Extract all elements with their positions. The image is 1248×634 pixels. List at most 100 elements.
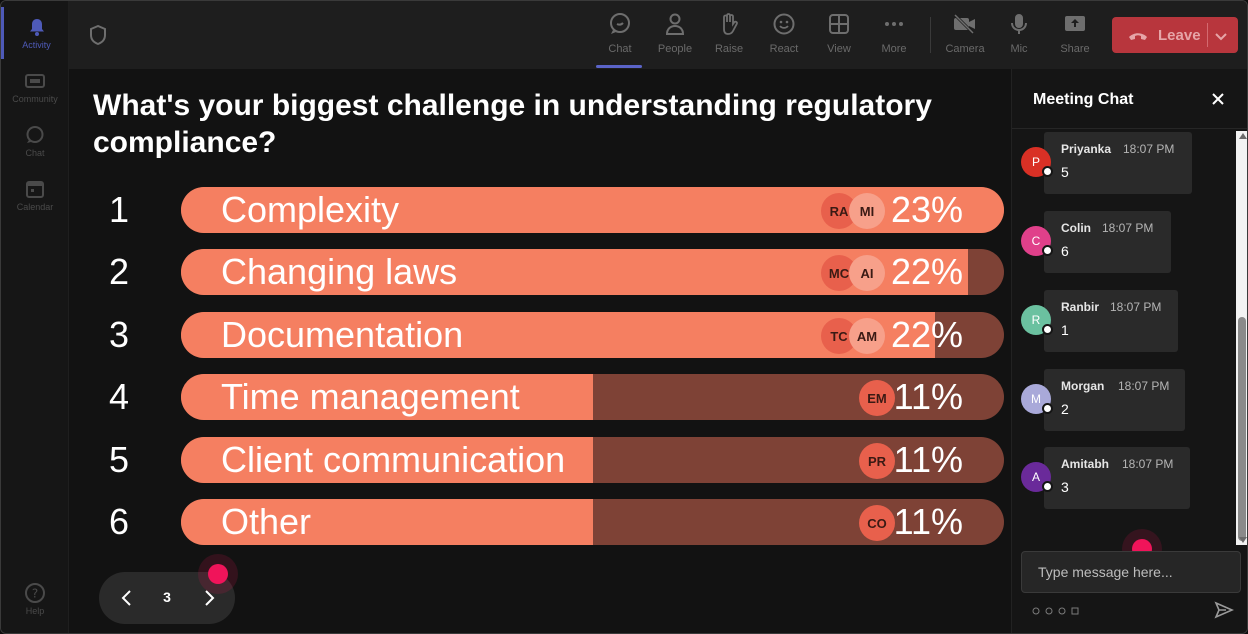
chevron-right-icon[interactable] (199, 588, 219, 608)
poll-option-row: 1 Complexity RA MI 23% (69, 187, 1011, 235)
option-number: 2 (109, 251, 130, 292)
chat-message[interactable]: Colin 18:07 PM 6 (1044, 211, 1171, 273)
shield-icon[interactable] (89, 24, 107, 50)
toolbar-label: Chat (608, 43, 632, 55)
toolbar-label: React (769, 43, 799, 55)
attach-icon[interactable] (1045, 602, 1053, 615)
hang-up-icon (1128, 29, 1148, 41)
toolbar-label: People (657, 43, 693, 55)
chat-message-text: 1 (1061, 322, 1069, 338)
poll-option-row: 2 Changing laws MC AI 22% (69, 249, 1011, 297)
calendar-icon (24, 179, 46, 199)
rail-item-chat[interactable]: Chat (1, 115, 69, 167)
chat-timestamp: 18:07 PM (1118, 379, 1170, 393)
toolbar-label: Mic (1010, 43, 1028, 55)
bell-icon (26, 17, 48, 37)
option-percentage: 11% (893, 376, 963, 417)
community-icon (24, 71, 46, 91)
chat-message[interactable]: Ranbir 18:07 PM 1 (1044, 290, 1178, 352)
rail-item-help[interactable]: ? Help (1, 573, 69, 625)
toolbar-share-button[interactable]: Share (1049, 9, 1101, 63)
laser-pointer (208, 564, 228, 584)
presence-dot (1042, 245, 1053, 256)
option-bar-fill (181, 499, 593, 545)
rail-item-community[interactable]: Community (1, 61, 69, 113)
more-icon (881, 11, 907, 37)
toolbar-more-button[interactable]: More (868, 9, 920, 63)
voter-avatar: PR (859, 443, 895, 479)
rail-label: Activity (22, 39, 51, 50)
chat-sender-name: Amitabh (1061, 457, 1109, 471)
chat-message[interactable]: Morgan 18:07 PM 2 (1044, 369, 1185, 431)
format-icon[interactable] (1032, 602, 1040, 615)
chat-avatar-initial: R (1031, 313, 1041, 327)
chat-header: Meeting Chat (1012, 69, 1247, 129)
leave-divider (1207, 23, 1208, 47)
toolbar-label: View (827, 43, 851, 55)
option-percentage: 23% (890, 189, 963, 230)
option-number: 1 (109, 189, 130, 230)
option-percentage: 22% (890, 251, 963, 292)
toolbar-view-button[interactable]: View (813, 9, 865, 63)
leave-button[interactable]: Leave (1112, 17, 1238, 53)
option-percentage: 22% (890, 314, 963, 355)
emoji-icon[interactable] (1058, 602, 1066, 615)
toolbar-react-button[interactable]: React (758, 9, 810, 63)
raise-hand-icon (716, 11, 742, 37)
scroll-up-icon[interactable] (1239, 133, 1247, 139)
poll-stage: What's your biggest challenge in underst… (69, 69, 1011, 633)
chat-sender-name: Ranbir (1061, 300, 1100, 314)
toolbar-chat-button[interactable]: Chat (594, 9, 646, 68)
toolbar-label: Camera (945, 43, 985, 55)
page-number: 3 (163, 589, 171, 605)
option-label: Time management (221, 376, 520, 417)
rail-item-calendar[interactable]: Calendar (1, 169, 69, 221)
gif-icon[interactable] (1071, 602, 1079, 615)
voter-avatar: AI (849, 255, 885, 291)
help-icon: ? (24, 582, 46, 603)
chat-avatar: M (1021, 384, 1053, 414)
smiley-icon (771, 11, 797, 37)
chevron-left-icon[interactable] (117, 588, 137, 608)
option-bar-fill (181, 374, 593, 420)
option-number: 6 (109, 501, 130, 542)
scroll-thumb[interactable] (1238, 317, 1246, 541)
chat-message-input[interactable] (1021, 551, 1241, 593)
chat-icon (24, 125, 46, 145)
left-rail: Activity Community Chat Calendar ? Help (1, 1, 69, 633)
chat-message[interactable]: Amitabh 18:07 PM 3 (1044, 447, 1190, 509)
chat-scrollbar[interactable] (1236, 131, 1247, 545)
chat-avatar: A (1021, 462, 1053, 492)
meeting-chat-panel: Meeting Chat Priyanka 18:07 PM 5 P Colin 18:0… (1011, 69, 1247, 633)
rail-label: Calendar (16, 201, 54, 212)
chat-title: Meeting Chat (1033, 91, 1134, 108)
rail-item-activity[interactable]: Activity (1, 7, 69, 59)
option-label: Complexity (221, 189, 400, 230)
voter-avatar: CO (859, 505, 895, 541)
chat-sender-name: Colin (1061, 221, 1091, 235)
close-icon[interactable] (1210, 91, 1226, 107)
chat-timestamp: 18:07 PM (1102, 221, 1154, 235)
chat-message[interactable]: Priyanka 18:07 PM 5 (1044, 132, 1192, 194)
presence-dot (1042, 166, 1053, 177)
leave-label: Leave (1158, 26, 1201, 44)
option-label: Documentation (221, 314, 464, 355)
meeting-toolbar: Chat People Raise React View (69, 1, 1247, 69)
toolbar-people-button[interactable]: People (649, 9, 701, 63)
toolbar-camera-button[interactable]: Camera (939, 9, 991, 63)
chat-formatting-tools (1032, 602, 1079, 615)
send-icon[interactable] (1214, 601, 1234, 619)
option-bar-fill (181, 437, 593, 483)
poll-question: What's your biggest challenge in underst… (93, 89, 932, 159)
chat-avatar-initial: C (1031, 234, 1041, 248)
toolbar-raise-button[interactable]: Raise (703, 9, 755, 63)
poll-option-row: 3 Documentation TC AM 22% (69, 312, 1011, 360)
toolbar-mic-button[interactable]: Mic (993, 9, 1045, 63)
chat-timestamp: 18:07 PM (1110, 300, 1162, 314)
voter-avatar: AM (849, 318, 885, 354)
people-icon (662, 11, 688, 37)
chat-message-text: 5 (1061, 164, 1069, 180)
scroll-down-icon[interactable] (1239, 537, 1247, 543)
chevron-down-icon[interactable] (1214, 29, 1228, 46)
